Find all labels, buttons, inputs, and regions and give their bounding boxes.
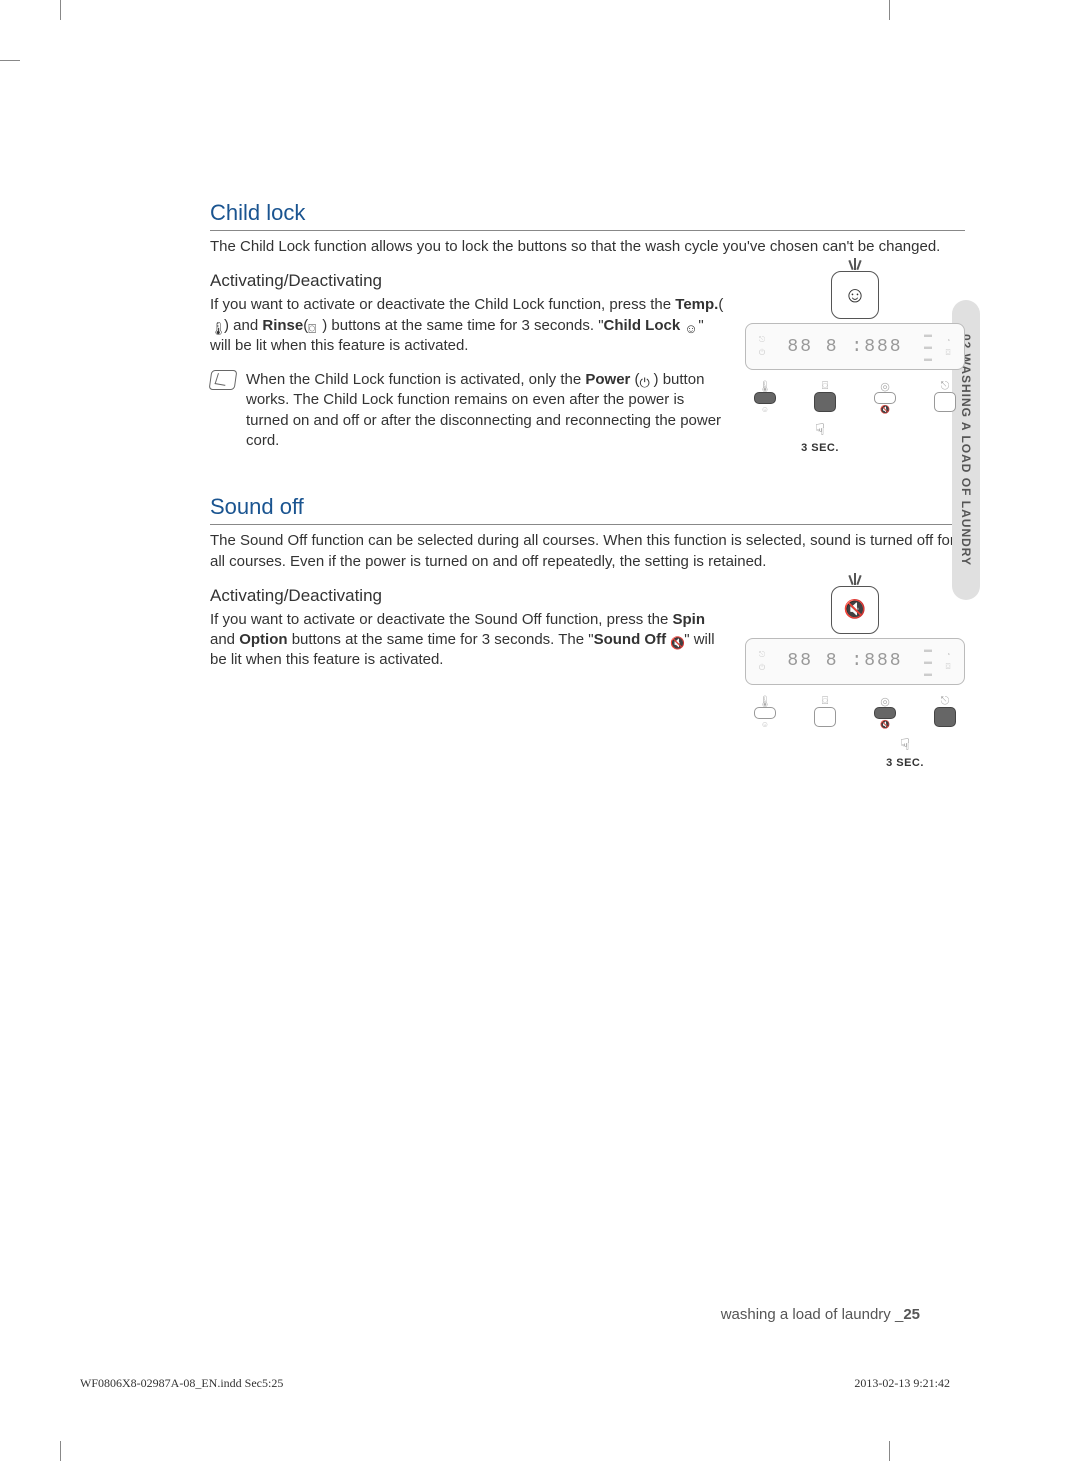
heading-child-lock: Child lock [210,200,965,231]
sound-off-intro: The Sound Off function can be selected d… [210,531,965,572]
press-indicator: ☟ 3 SEC. [675,420,965,454]
footer-timestamp: 2013-02-13 9:21:42 [854,1376,950,1391]
rinse-button-label: Rinse [262,317,303,334]
temp-button-label: Temp. [675,296,718,313]
text-fragment: If you want to activate or deactivate th… [210,611,673,628]
text-fragment: ) buttons at the same time for 3 seconds… [322,317,603,334]
press-icon: ☟ [900,735,910,755]
footer-page-number: 25 [903,1306,920,1323]
text-fragment: and [210,631,239,648]
press-duration-label: 3 SEC. [675,442,965,454]
crop-mark [60,1441,61,1461]
subheading-activating-2: Activating/Deactivating [210,586,725,606]
crop-mark [889,0,890,20]
footer-section-title: washing a load of laundry _ [721,1306,904,1323]
sound-off-icon [670,633,684,647]
footer-filename: WF0806X8-02987A-08_EN.indd Sec5:25 [80,1376,283,1391]
spin-button-label: Spin [673,611,706,628]
text-fragment: When the Child Lock function is activate… [246,371,585,388]
sound-off-instructions: If you want to activate or deactivate th… [210,610,725,671]
control-panel-display: ⎋⏻ 88 8 :888 ▬▬▬ ◔⌼ [745,638,965,685]
subheading-activating-1: Activating/Deactivating [210,271,725,291]
sound-off-label: Sound Off [594,631,666,648]
press-indicator: ☟ 3 SEC. [865,735,945,769]
sound-off-figure: 🔇 ⎋⏻ 88 8 :888 ▬▬▬ ◔⌼ 🌡☺ ⌼ ◎🔇 ⎋ [745,586,965,769]
child-lock-intro: The Child Lock function allows you to lo… [210,237,965,257]
crop-mark [0,60,20,61]
power-button-label: Power [585,371,630,388]
display-digits: 88 8 :888 [774,651,916,671]
option-button [934,707,956,727]
option-button [934,392,956,412]
rinse-button [814,707,836,727]
child-lock-instructions: If you want to activate or deactivate th… [210,295,725,356]
rinse-button [814,392,836,412]
temp-icon [210,319,224,333]
sound-off-icon: 🔇 [844,599,866,620]
callout-bubble: 🔇 [831,586,879,634]
control-panel-display: ⎋⏻ 88 8 :888 ▬▬▬ ◔⌼ [745,323,965,370]
option-button-label: Option [239,631,287,648]
temp-button [754,707,776,719]
crop-mark [60,0,61,20]
text-fragment: ( [630,371,639,388]
control-panel-buttons: 🌡☺ ⌼ ◎🔇 ⎋ [745,695,965,729]
text-fragment: buttons at the same time for 3 seconds. … [288,631,594,648]
callout-bubble: ☺ [831,271,879,319]
smile-icon [684,319,698,333]
heading-sound-off: Sound off [210,494,965,525]
display-digits: 88 8 :888 [774,337,916,357]
footer-section: washing a load of laundry _25 [721,1306,920,1323]
note-block: When the Child Lock function is activate… [210,370,725,451]
control-panel-buttons: 🌡☺ ⌼ ◎🔇 ⎋ [745,380,965,414]
press-duration-label: 3 SEC. [865,757,945,769]
rinse-icon [308,319,322,333]
child-lock-label: Child Lock [604,317,681,334]
text-fragment: ( [718,296,723,313]
text-fragment: ) and [224,317,262,334]
child-lock-note: When the Child Lock function is activate… [246,370,725,451]
spin-button [874,707,896,719]
child-lock-figure: ☺ ⎋⏻ 88 8 :888 ▬▬▬ ◔⌼ 🌡☺ ⌼ ◎🔇 ⎋ [745,271,965,454]
temp-button [754,392,776,404]
text-fragment: If you want to activate or deactivate th… [210,296,675,313]
note-icon [209,370,238,390]
smile-icon: ☺ [844,282,866,308]
crop-mark [889,1441,890,1461]
power-icon [640,373,654,387]
press-icon: ☟ [815,420,825,440]
spin-button [874,392,896,404]
